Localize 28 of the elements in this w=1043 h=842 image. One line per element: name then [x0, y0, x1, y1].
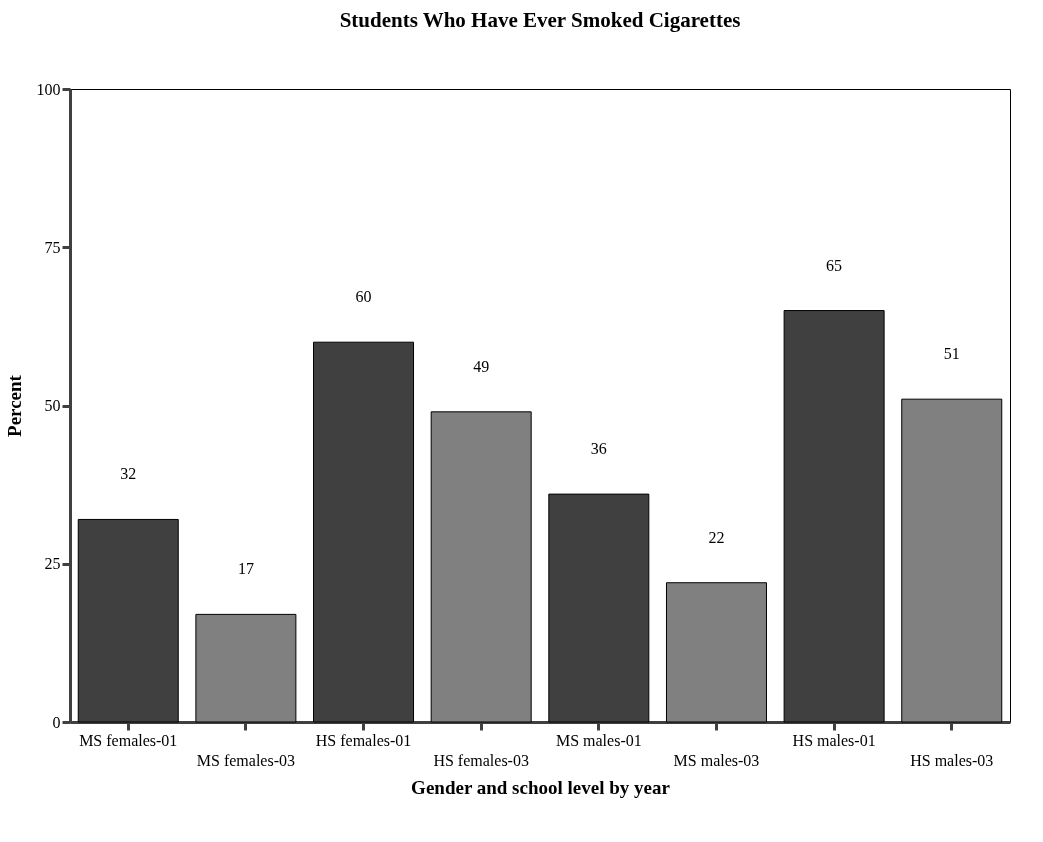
x-tick-label: HS males-01 [792, 731, 876, 749]
data-label: 36 [590, 440, 607, 458]
y-tick-label: 50 [44, 397, 61, 414]
data-label: 32 [120, 465, 137, 483]
data-label: 17 [237, 560, 254, 578]
x-tick-label: MS females-03 [196, 751, 295, 769]
bar [430, 411, 532, 723]
y-tick-label: 25 [44, 555, 61, 573]
data-label: 49 [473, 357, 490, 375]
x-axis-title: Gender and school level by year [411, 776, 671, 798]
x-tick-label: HS females-01 [315, 731, 412, 749]
data-label: 51 [943, 345, 960, 363]
y-axis-title: Percent [3, 374, 25, 437]
x-tick-label: MS males-03 [673, 751, 760, 769]
y-tick-label: 75 [44, 238, 61, 256]
chart-title: Students Who Have Ever Smoked Cigarettes [339, 8, 741, 32]
data-label: 65 [826, 256, 843, 274]
x-tick-label: HS males-03 [910, 751, 994, 769]
bar [901, 398, 1003, 723]
data-label: 60 [355, 288, 372, 306]
data-label: 22 [708, 528, 725, 546]
bar [665, 582, 767, 723]
bar [195, 613, 297, 723]
x-tick-label: MS males-01 [555, 731, 642, 749]
x-tick-label: HS females-03 [433, 751, 529, 769]
x-tick-label: MS females-01 [79, 731, 178, 749]
y-tick-label: 100 [36, 80, 61, 98]
y-tick-label: 0 [52, 713, 61, 731]
